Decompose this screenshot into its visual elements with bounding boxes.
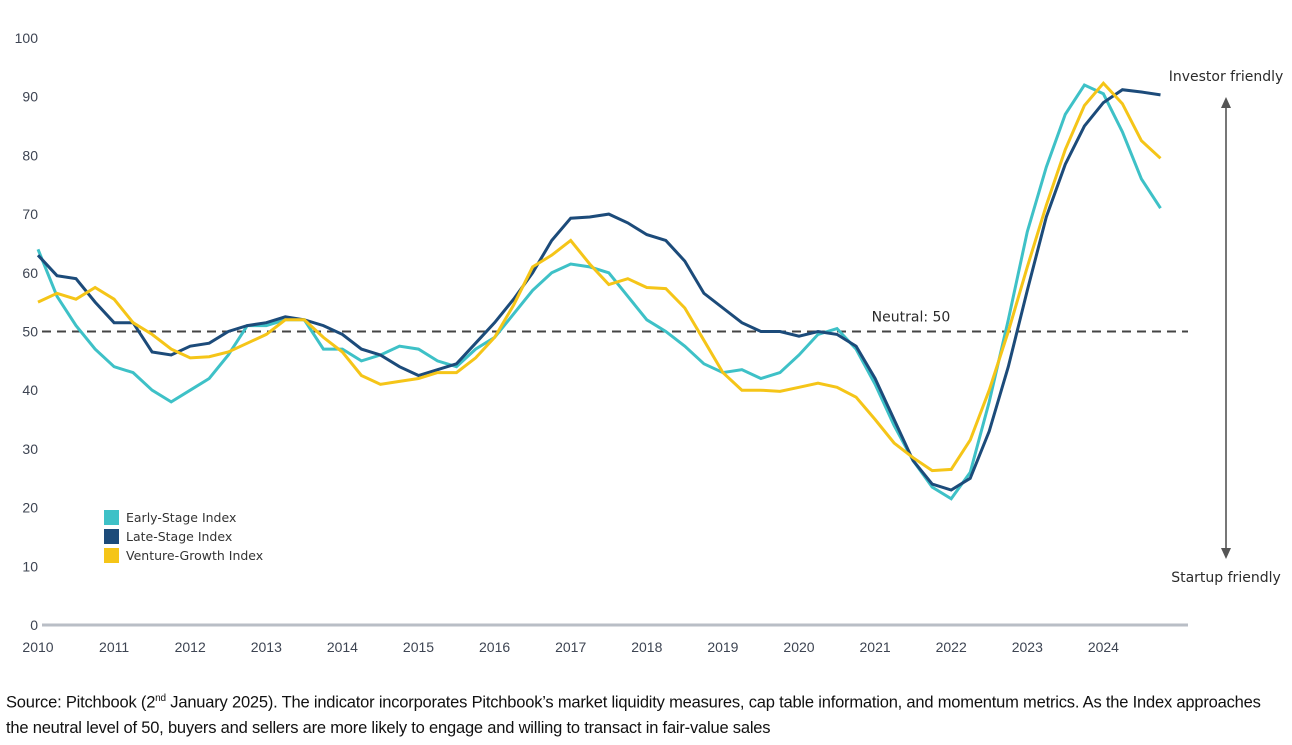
friendliness-arrow: [1221, 97, 1231, 559]
caption-text-rest: January 2025). The indicator incorporate…: [6, 693, 1261, 737]
x-tick-label: 2013: [251, 639, 282, 655]
y-tick-label: 10: [22, 558, 38, 574]
arrow-up-icon: [1221, 97, 1231, 108]
series-line-early-stage-index: [36, 83, 1162, 501]
x-tick-label: 2015: [403, 639, 434, 655]
series-lines: [36, 80, 1162, 501]
y-axis-ticks: 0 10 20 30 40 50 60 70 80 90 100: [15, 30, 39, 633]
y-tick-label: 40: [22, 382, 38, 398]
caption-superscript: nd: [155, 693, 166, 704]
y-tick-label: 70: [22, 206, 38, 222]
x-tick-label: 2017: [555, 639, 586, 655]
x-tick-label: 2022: [936, 639, 967, 655]
y-tick-label: 20: [22, 500, 38, 516]
x-tick-label: 2019: [707, 639, 738, 655]
x-tick-label: 2021: [860, 639, 891, 655]
series-line-late-stage-index: [36, 88, 1161, 492]
y-tick-label: 100: [15, 30, 39, 46]
legend: Early-Stage Index Late-Stage Index Venture…: [104, 510, 263, 563]
x-tick-label: 2014: [327, 639, 358, 655]
x-tick-label: 2018: [631, 639, 662, 655]
y-tick-label: 90: [22, 89, 38, 105]
x-tick-label: 2020: [783, 639, 814, 655]
y-tick-label: 60: [22, 265, 38, 281]
legend-swatch-late-stage-index: [104, 529, 119, 544]
arrow-down-icon: [1221, 548, 1231, 559]
neutral-label: Neutral: 50: [872, 310, 951, 326]
y-tick-label: 50: [22, 324, 38, 340]
legend-swatch-venture-growth-index: [104, 548, 119, 563]
legend-label-late-stage-index: Late-Stage Index: [126, 529, 232, 544]
x-tick-label: 2024: [1088, 639, 1119, 655]
x-tick-label: 2023: [1012, 639, 1043, 655]
y-tick-label: 0: [30, 617, 38, 633]
legend-label-early-stage-index: Early-Stage Index: [126, 510, 236, 525]
y-tick-label: 80: [22, 147, 38, 163]
caption-text-start: Source: Pitchbook (2: [6, 693, 156, 712]
startup-friendly-label: Startup friendly: [1171, 570, 1281, 586]
x-tick-label: 2012: [175, 639, 206, 655]
x-tick-label: 2010: [22, 639, 53, 655]
series-line-venture-growth-index: [37, 80, 1162, 473]
y-tick-label: 30: [22, 441, 38, 457]
legend-label-venture-growth-index: Venture-Growth Index: [126, 548, 263, 563]
legend-swatch-early-stage-index: [104, 510, 119, 525]
x-axis-ticks: 2010 2011 2012 2013 2014 2015 2016 2017 2018 2019…: [22, 639, 1119, 655]
source-caption: Source: Pitchbook (2nd January 2025). Th…: [6, 686, 1286, 741]
x-tick-label: 2016: [479, 639, 510, 655]
investor-friendly-label: Investor friendly: [1169, 69, 1284, 85]
x-tick-label: 2011: [99, 639, 129, 655]
